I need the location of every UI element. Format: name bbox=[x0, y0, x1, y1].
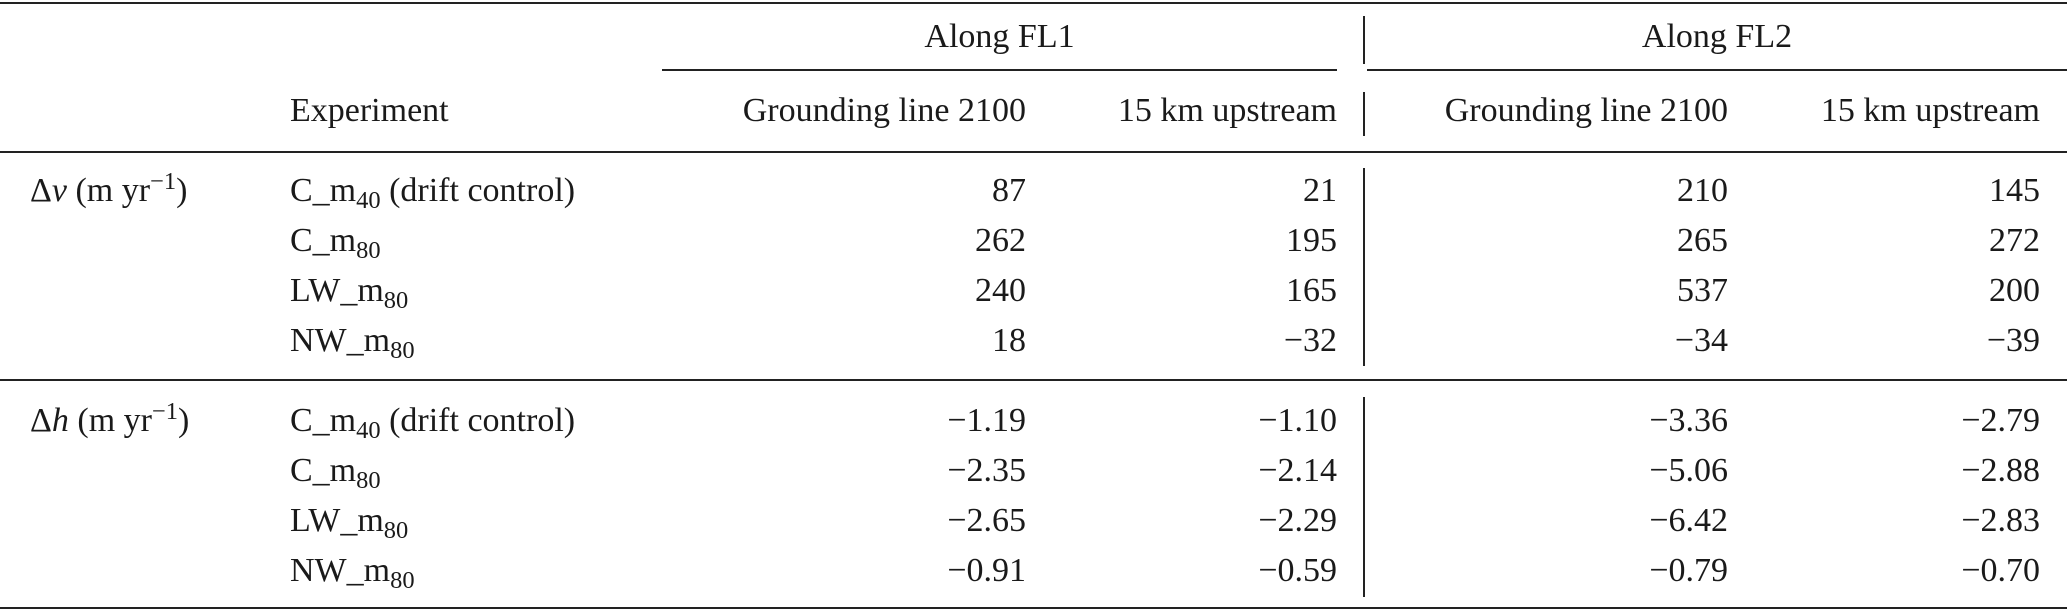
value-cell: 145 bbox=[1989, 172, 2040, 209]
subheader-fl1-grounding: Grounding line 2100 bbox=[742, 92, 1026, 129]
experiment-cell: LW_m80 bbox=[290, 272, 409, 314]
value-cell: 210 bbox=[1677, 172, 1728, 209]
subheader-fl2-upstream: 15 km upstream bbox=[1820, 92, 2040, 129]
value-cell: −1.10 bbox=[1258, 402, 1337, 439]
value-cell: 18 bbox=[992, 322, 1026, 359]
header-bottom-rule bbox=[0, 151, 2067, 153]
value-cell: −2.79 bbox=[1961, 402, 2040, 439]
experiment-cell: C_m80 bbox=[290, 222, 381, 264]
experiment-cell: C_m40 (drift control) bbox=[290, 172, 576, 214]
value-cell: 265 bbox=[1677, 222, 1728, 259]
value-cell: 165 bbox=[1286, 272, 1337, 309]
experiment-cell: C_m40 (drift control) bbox=[290, 402, 576, 444]
value-cell: 87 bbox=[992, 172, 1026, 209]
vertical-separator bbox=[1363, 168, 1365, 366]
subheader-fl1-upstream: 15 km upstream bbox=[1117, 92, 1337, 129]
experiment-cell: C_m80 bbox=[290, 452, 381, 494]
value-cell: 195 bbox=[1286, 222, 1337, 259]
value-cell: −39 bbox=[1986, 322, 2040, 359]
experiment-cell: LW_m80 bbox=[290, 502, 409, 544]
value-cell: −3.36 bbox=[1649, 402, 1728, 439]
value-cell: −0.59 bbox=[1258, 552, 1337, 589]
value-cell: −2.83 bbox=[1961, 502, 2040, 539]
value-cell: 21 bbox=[1303, 172, 1337, 209]
quantity-label-dh: Δh (m yr−1) bbox=[30, 397, 190, 439]
value-cell: −2.29 bbox=[1258, 502, 1337, 539]
value-cell: 537 bbox=[1677, 272, 1728, 309]
experiment-cell: NW_m80 bbox=[290, 552, 415, 594]
quantity-label-dv: Δv (m yr−1) bbox=[30, 167, 188, 209]
value-cell: −0.79 bbox=[1649, 552, 1728, 589]
value-cell: −2.35 bbox=[947, 452, 1026, 489]
bottom-rule bbox=[0, 607, 2067, 609]
group-underline-fl2 bbox=[1367, 69, 2067, 71]
value-cell: −0.70 bbox=[1961, 552, 2040, 589]
value-cell: 262 bbox=[975, 222, 1026, 259]
value-cell: −6.42 bbox=[1649, 502, 1728, 539]
value-cell: −0.91 bbox=[947, 552, 1026, 589]
vertical-separator bbox=[1363, 397, 1365, 597]
section-divider-rule bbox=[0, 379, 2067, 381]
vertical-separator bbox=[1363, 92, 1365, 136]
value-cell: 200 bbox=[1989, 272, 2040, 309]
value-cell: −2.65 bbox=[947, 502, 1026, 539]
group-header-fl2: Along FL2 bbox=[1641, 18, 1793, 55]
subheader-fl2-grounding: Grounding line 2100 bbox=[1444, 92, 1728, 129]
experiment-header: Experiment bbox=[290, 92, 449, 129]
value-cell: −5.06 bbox=[1649, 452, 1728, 489]
group-header-fl1: Along FL1 bbox=[924, 18, 1075, 55]
experiment-cell: NW_m80 bbox=[290, 322, 415, 364]
value-cell: 240 bbox=[975, 272, 1026, 309]
value-cell: 272 bbox=[1989, 222, 2040, 259]
vertical-separator bbox=[1363, 16, 1365, 64]
value-cell: −2.14 bbox=[1258, 452, 1337, 489]
value-cell: −1.19 bbox=[947, 402, 1026, 439]
group-underline-fl1 bbox=[662, 69, 1337, 71]
value-cell: −2.88 bbox=[1961, 452, 2040, 489]
value-cell: −34 bbox=[1674, 322, 1728, 359]
top-rule bbox=[0, 2, 2067, 4]
value-cell: −32 bbox=[1283, 322, 1337, 359]
